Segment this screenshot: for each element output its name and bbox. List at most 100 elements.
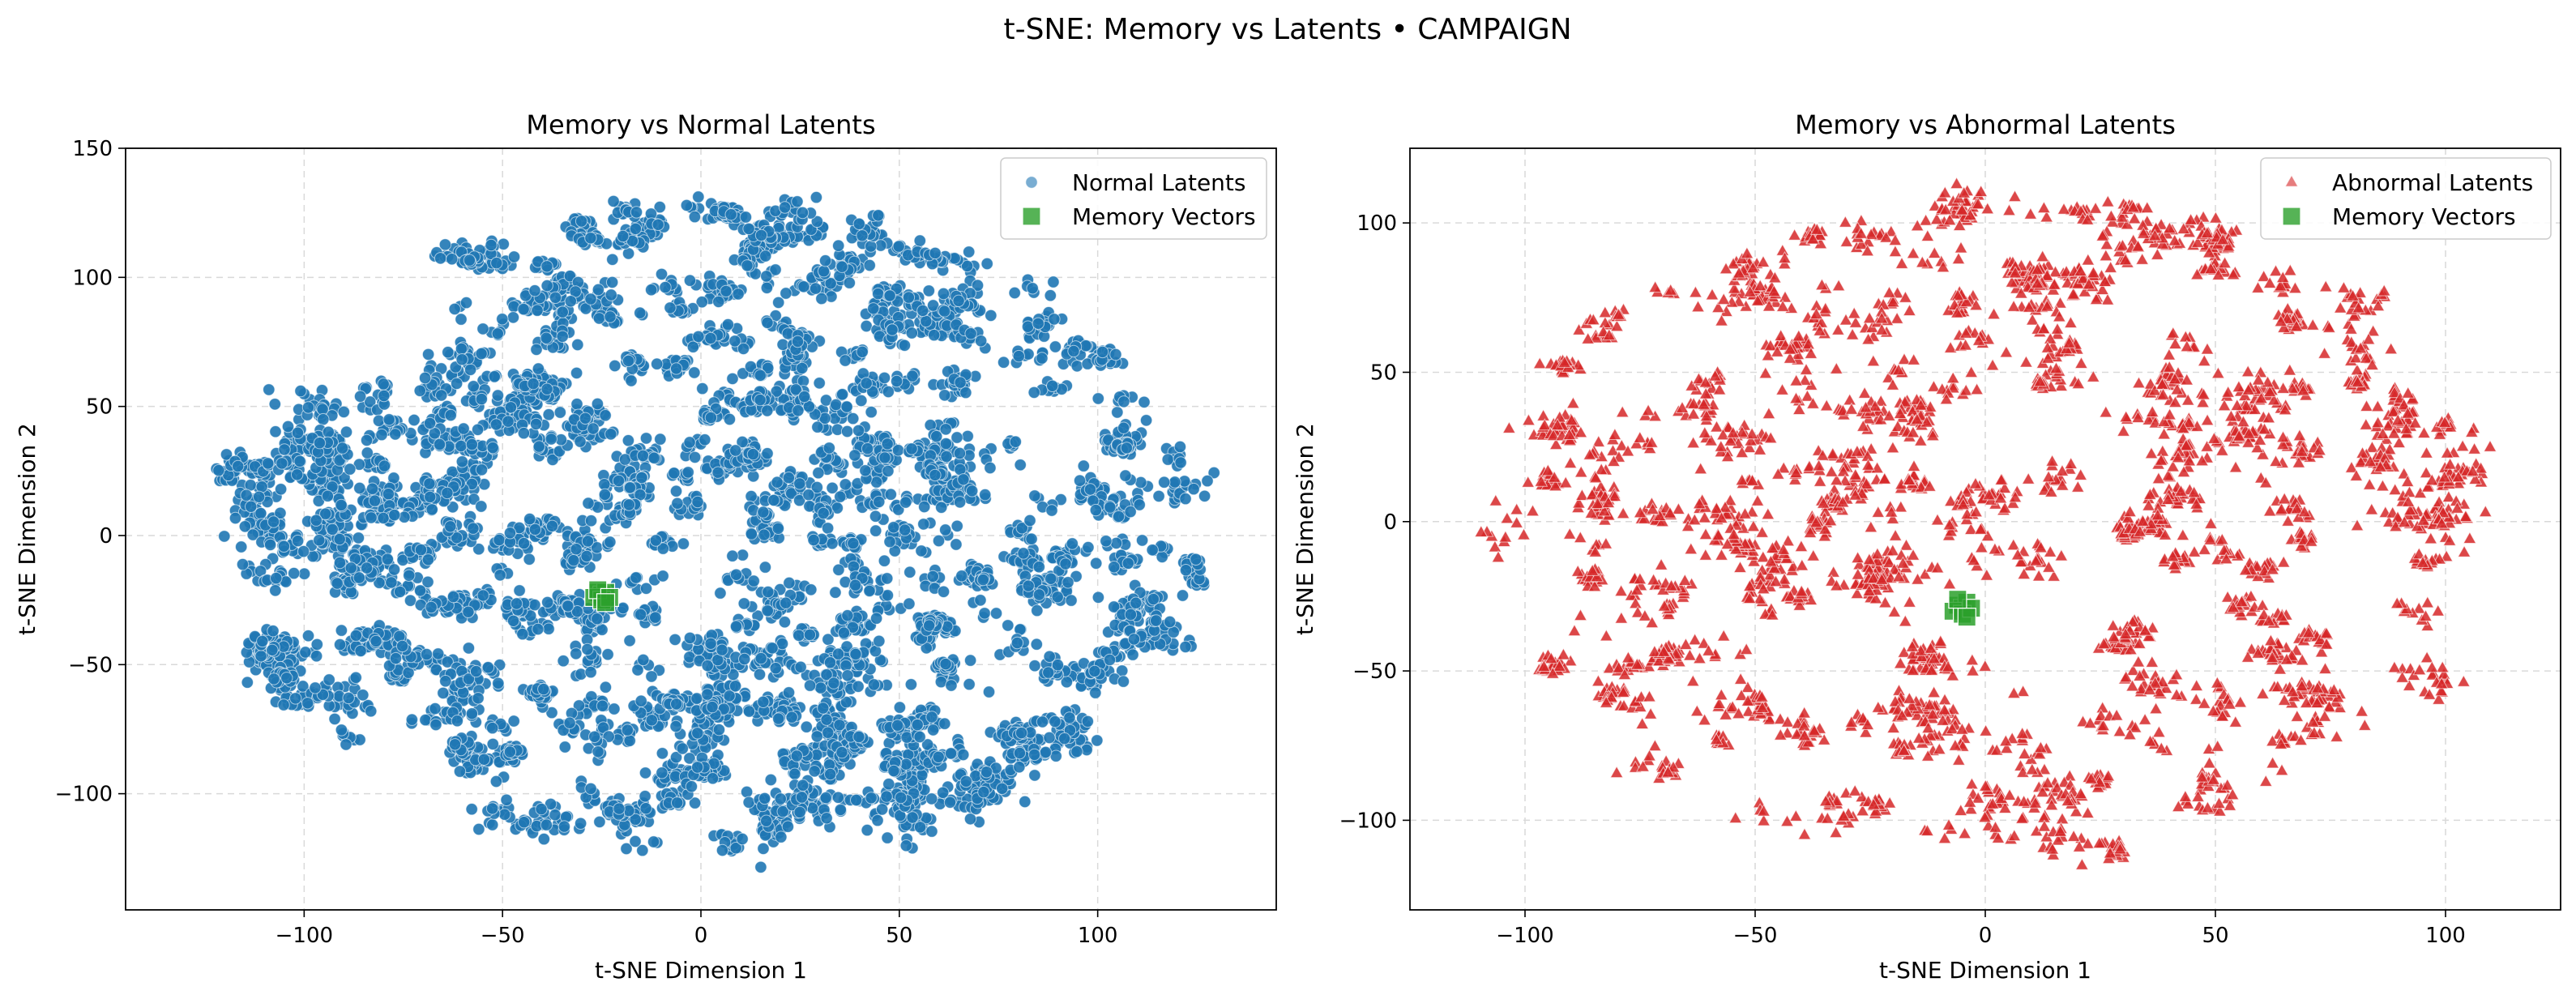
normal-latent-point (516, 627, 529, 641)
normal-latent-point (963, 677, 976, 691)
normal-latent-point (736, 832, 749, 846)
normal-latent-point (485, 238, 498, 252)
normal-latent-point (1179, 492, 1192, 506)
normal-latent-point (925, 711, 938, 724)
normal-latent-point (622, 354, 635, 368)
normal-latent-point (1028, 489, 1041, 502)
normal-latent-point (849, 647, 862, 661)
normal-latent-point (800, 720, 813, 733)
normal-latent-point (691, 495, 704, 509)
normal-latent-point (517, 426, 531, 440)
normal-latent-point (711, 466, 724, 479)
normal-latent-point (623, 634, 636, 647)
normal-latent-point (729, 620, 743, 633)
normal-latent-point (278, 443, 291, 456)
normal-latent-point (571, 338, 584, 352)
normal-latent-point (523, 553, 536, 566)
normal-latent-point (1156, 550, 1168, 564)
normal-latent-point (413, 584, 427, 597)
normal-latent-point (1108, 561, 1121, 574)
normal-latent-point (1091, 392, 1105, 405)
normal-latent-point (540, 382, 553, 395)
normal-latent-point (794, 660, 807, 673)
normal-latent-point (790, 749, 803, 762)
normal-latent-point (337, 405, 350, 419)
series-0 (210, 190, 1220, 874)
normal-latent-point (301, 697, 314, 710)
normal-latent-point (871, 813, 884, 827)
normal-latent-point (780, 596, 792, 609)
normal-latent-point (769, 662, 782, 675)
normal-latent-point (937, 786, 950, 799)
normal-latent-point (647, 451, 660, 464)
normal-latent-point (601, 648, 614, 661)
normal-latent-point (645, 714, 658, 727)
normal-latent-point (759, 250, 772, 263)
normal-latent-point (732, 288, 745, 301)
normal-latent-point (840, 425, 854, 438)
normal-latent-point (937, 585, 951, 598)
normal-latent-point (821, 522, 835, 535)
normal-latent-point (937, 287, 951, 301)
normal-latent-point (1045, 504, 1058, 517)
normal-latent-point (1032, 561, 1046, 574)
normal-latent-point (630, 571, 643, 584)
normal-latent-point (335, 624, 348, 637)
normal-latent-point (873, 634, 886, 647)
normal-latent-point (1100, 535, 1113, 548)
normal-latent-point (1019, 795, 1032, 809)
normal-latent-point (423, 416, 437, 430)
normal-latent-point (1158, 476, 1171, 489)
normal-latent-point (629, 222, 643, 236)
normal-latent-point (883, 535, 896, 549)
normal-latent-point (760, 270, 773, 283)
normal-latent-point (782, 472, 796, 485)
normal-latent-point (467, 522, 480, 535)
normal-latent-point (387, 563, 401, 576)
normal-latent-point (437, 686, 450, 700)
normal-latent-point (637, 653, 650, 667)
normal-latent-point (837, 626, 851, 639)
normal-latent-point (904, 566, 916, 578)
normal-latent-point (808, 765, 821, 778)
normal-latent-point (812, 467, 825, 480)
normal-latent-point (634, 694, 647, 707)
normal-latent-point (797, 280, 810, 293)
normal-latent-point (418, 371, 432, 385)
figure-title: t-SNE: Memory vs Latents • CAMPAIGN (1003, 13, 1571, 46)
normal-latent-point (1119, 469, 1132, 482)
normal-latent-point (532, 622, 545, 636)
normal-latent-point (349, 629, 363, 643)
normal-latent-point (528, 523, 542, 536)
normal-latent-point (622, 434, 635, 447)
normal-latent-point (863, 258, 876, 272)
normal-latent-point (957, 473, 970, 486)
normal-latent-point (899, 523, 912, 536)
normal-latent-point (488, 370, 501, 383)
normal-latent-point (656, 766, 669, 779)
normal-latent-point (563, 716, 576, 729)
normal-latent-point (269, 584, 282, 597)
normal-latent-point (262, 457, 275, 470)
normal-latent-point (1138, 395, 1151, 408)
normal-latent-point (1187, 482, 1200, 496)
normal-latent-point (1047, 275, 1060, 288)
normal-latent-point (382, 488, 395, 501)
normal-latent-point (404, 594, 417, 607)
normal-latent-point (360, 433, 374, 447)
normal-latent-point (939, 437, 953, 450)
normal-latent-point (680, 199, 694, 212)
normal-latent-point (232, 459, 245, 473)
normal-latent-point (636, 449, 650, 463)
normal-latent-point (1179, 564, 1193, 577)
normal-latent-point (847, 412, 860, 425)
normal-latent-point (434, 252, 447, 265)
normal-latent-point (803, 628, 817, 642)
normal-latent-point (297, 680, 310, 693)
normal-latent-point (746, 447, 760, 461)
normal-latent-point (932, 750, 945, 763)
normal-latent-point (297, 544, 310, 558)
normal-latent-point (212, 463, 225, 477)
normal-latent-point (783, 576, 796, 590)
